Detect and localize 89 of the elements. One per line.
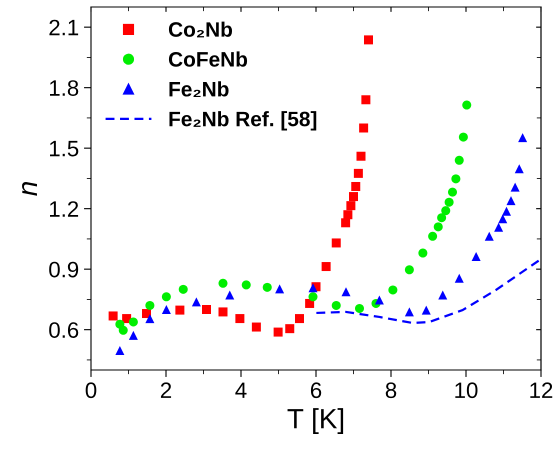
point xyxy=(438,290,448,300)
point xyxy=(305,298,314,308)
point xyxy=(115,346,124,355)
legend-label: Fe₂Nb Ref. [58] xyxy=(169,111,316,131)
y-tick-label: 2.1 xyxy=(49,20,78,36)
point xyxy=(462,100,472,110)
point xyxy=(359,124,368,132)
point xyxy=(404,307,414,316)
point xyxy=(428,232,438,241)
point xyxy=(418,248,428,258)
point xyxy=(162,305,171,314)
point xyxy=(346,201,356,210)
point xyxy=(388,285,398,294)
x-tick-label: 0 xyxy=(86,382,96,398)
y-tick-label: 1.8 xyxy=(50,80,78,96)
point xyxy=(451,174,460,184)
x-tick-label: 6 xyxy=(310,382,322,398)
point xyxy=(218,278,228,288)
point xyxy=(441,206,450,216)
point xyxy=(262,282,272,292)
point xyxy=(192,297,201,306)
x-tick-label: 4 xyxy=(235,382,247,398)
point xyxy=(404,265,414,274)
point xyxy=(458,132,468,142)
legend-label: Co₂Nb xyxy=(168,22,232,38)
point xyxy=(308,283,318,292)
point xyxy=(242,280,251,290)
x-tick-label: 12 xyxy=(530,382,552,398)
point xyxy=(349,192,358,202)
point xyxy=(225,290,234,300)
point xyxy=(128,330,138,340)
point xyxy=(506,196,516,206)
point xyxy=(275,284,284,294)
point xyxy=(178,284,188,294)
point xyxy=(202,305,211,314)
point xyxy=(355,304,364,313)
point xyxy=(162,292,171,302)
legend-label: Fe₂Nb xyxy=(169,81,229,98)
point xyxy=(354,168,363,178)
point xyxy=(454,274,464,283)
point xyxy=(175,306,184,315)
point xyxy=(332,300,341,310)
line-series xyxy=(315,258,541,324)
y-axis-title: n xyxy=(22,182,37,196)
point xyxy=(274,328,283,337)
point xyxy=(518,133,528,142)
point xyxy=(484,232,494,241)
point xyxy=(510,182,520,192)
y-tick-label: 0.9 xyxy=(49,262,78,278)
legend-label: CoFeNb xyxy=(168,51,248,67)
y-tick-label: 1.5 xyxy=(50,140,78,156)
point xyxy=(434,222,443,232)
y-tick-label: 0.6 xyxy=(49,322,78,338)
x-tick-label: 8 xyxy=(386,382,396,398)
point xyxy=(145,300,154,310)
point xyxy=(514,164,524,174)
point xyxy=(145,314,154,324)
y-tick-label: 1.2 xyxy=(50,201,78,217)
x-tick-label: 2 xyxy=(160,382,172,398)
point xyxy=(218,307,228,316)
point xyxy=(437,213,446,222)
point xyxy=(361,95,370,104)
point xyxy=(454,156,464,165)
point xyxy=(472,252,481,261)
point xyxy=(285,324,294,334)
point xyxy=(295,314,304,324)
point xyxy=(342,287,350,296)
point xyxy=(341,218,350,228)
point xyxy=(374,296,384,305)
point xyxy=(235,314,244,324)
point xyxy=(364,35,373,44)
point xyxy=(252,322,261,332)
point xyxy=(128,318,138,327)
point xyxy=(322,262,331,272)
point xyxy=(356,152,366,161)
point xyxy=(308,292,318,302)
point xyxy=(332,238,341,248)
point xyxy=(444,198,454,207)
point xyxy=(502,206,511,216)
point xyxy=(108,311,118,320)
point xyxy=(498,214,508,224)
point xyxy=(448,188,457,197)
point xyxy=(118,326,128,335)
point xyxy=(422,306,431,315)
point xyxy=(343,210,352,220)
point xyxy=(351,182,360,191)
point xyxy=(494,222,504,232)
x-tick-label: 10 xyxy=(455,382,478,398)
x-axis-title: T [K] xyxy=(288,408,344,434)
